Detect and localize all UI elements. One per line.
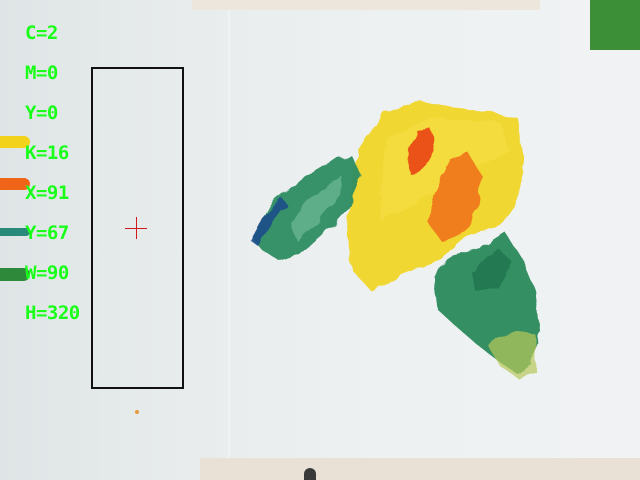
red-orange-accent bbox=[406, 130, 434, 174]
readout-m: M=0 bbox=[25, 62, 58, 84]
readout-y-pos: Y=67 bbox=[25, 222, 69, 244]
pen-tip bbox=[304, 468, 316, 480]
paint-speck bbox=[135, 410, 139, 414]
teal-stroke-highlight bbox=[290, 176, 342, 240]
paper-fold bbox=[228, 0, 230, 480]
yellow-paint-swatch bbox=[0, 136, 30, 148]
orange-paint-region bbox=[428, 152, 482, 240]
green-paint-swatch bbox=[0, 268, 30, 281]
blue-stroke-edge bbox=[250, 198, 286, 246]
teal-paint-swatch bbox=[0, 228, 30, 236]
roi-bounding-box bbox=[91, 67, 184, 389]
readout-w: W=90 bbox=[25, 262, 69, 284]
readout-h: H=320 bbox=[25, 302, 80, 324]
readout-k: K=16 bbox=[25, 142, 69, 164]
orange-paint-swatch bbox=[0, 178, 30, 190]
table-edge-top bbox=[192, 0, 540, 10]
readout-x: X=91 bbox=[25, 182, 69, 204]
green-yellow-fade bbox=[488, 330, 536, 380]
readout-c: C=2 bbox=[25, 22, 58, 44]
green-marker-square bbox=[590, 0, 640, 50]
yellow-stroke-highlight bbox=[380, 118, 510, 220]
crosshair-icon-v bbox=[136, 217, 137, 239]
dark-green-shade bbox=[470, 248, 512, 292]
readout-y: Y=0 bbox=[25, 102, 58, 124]
